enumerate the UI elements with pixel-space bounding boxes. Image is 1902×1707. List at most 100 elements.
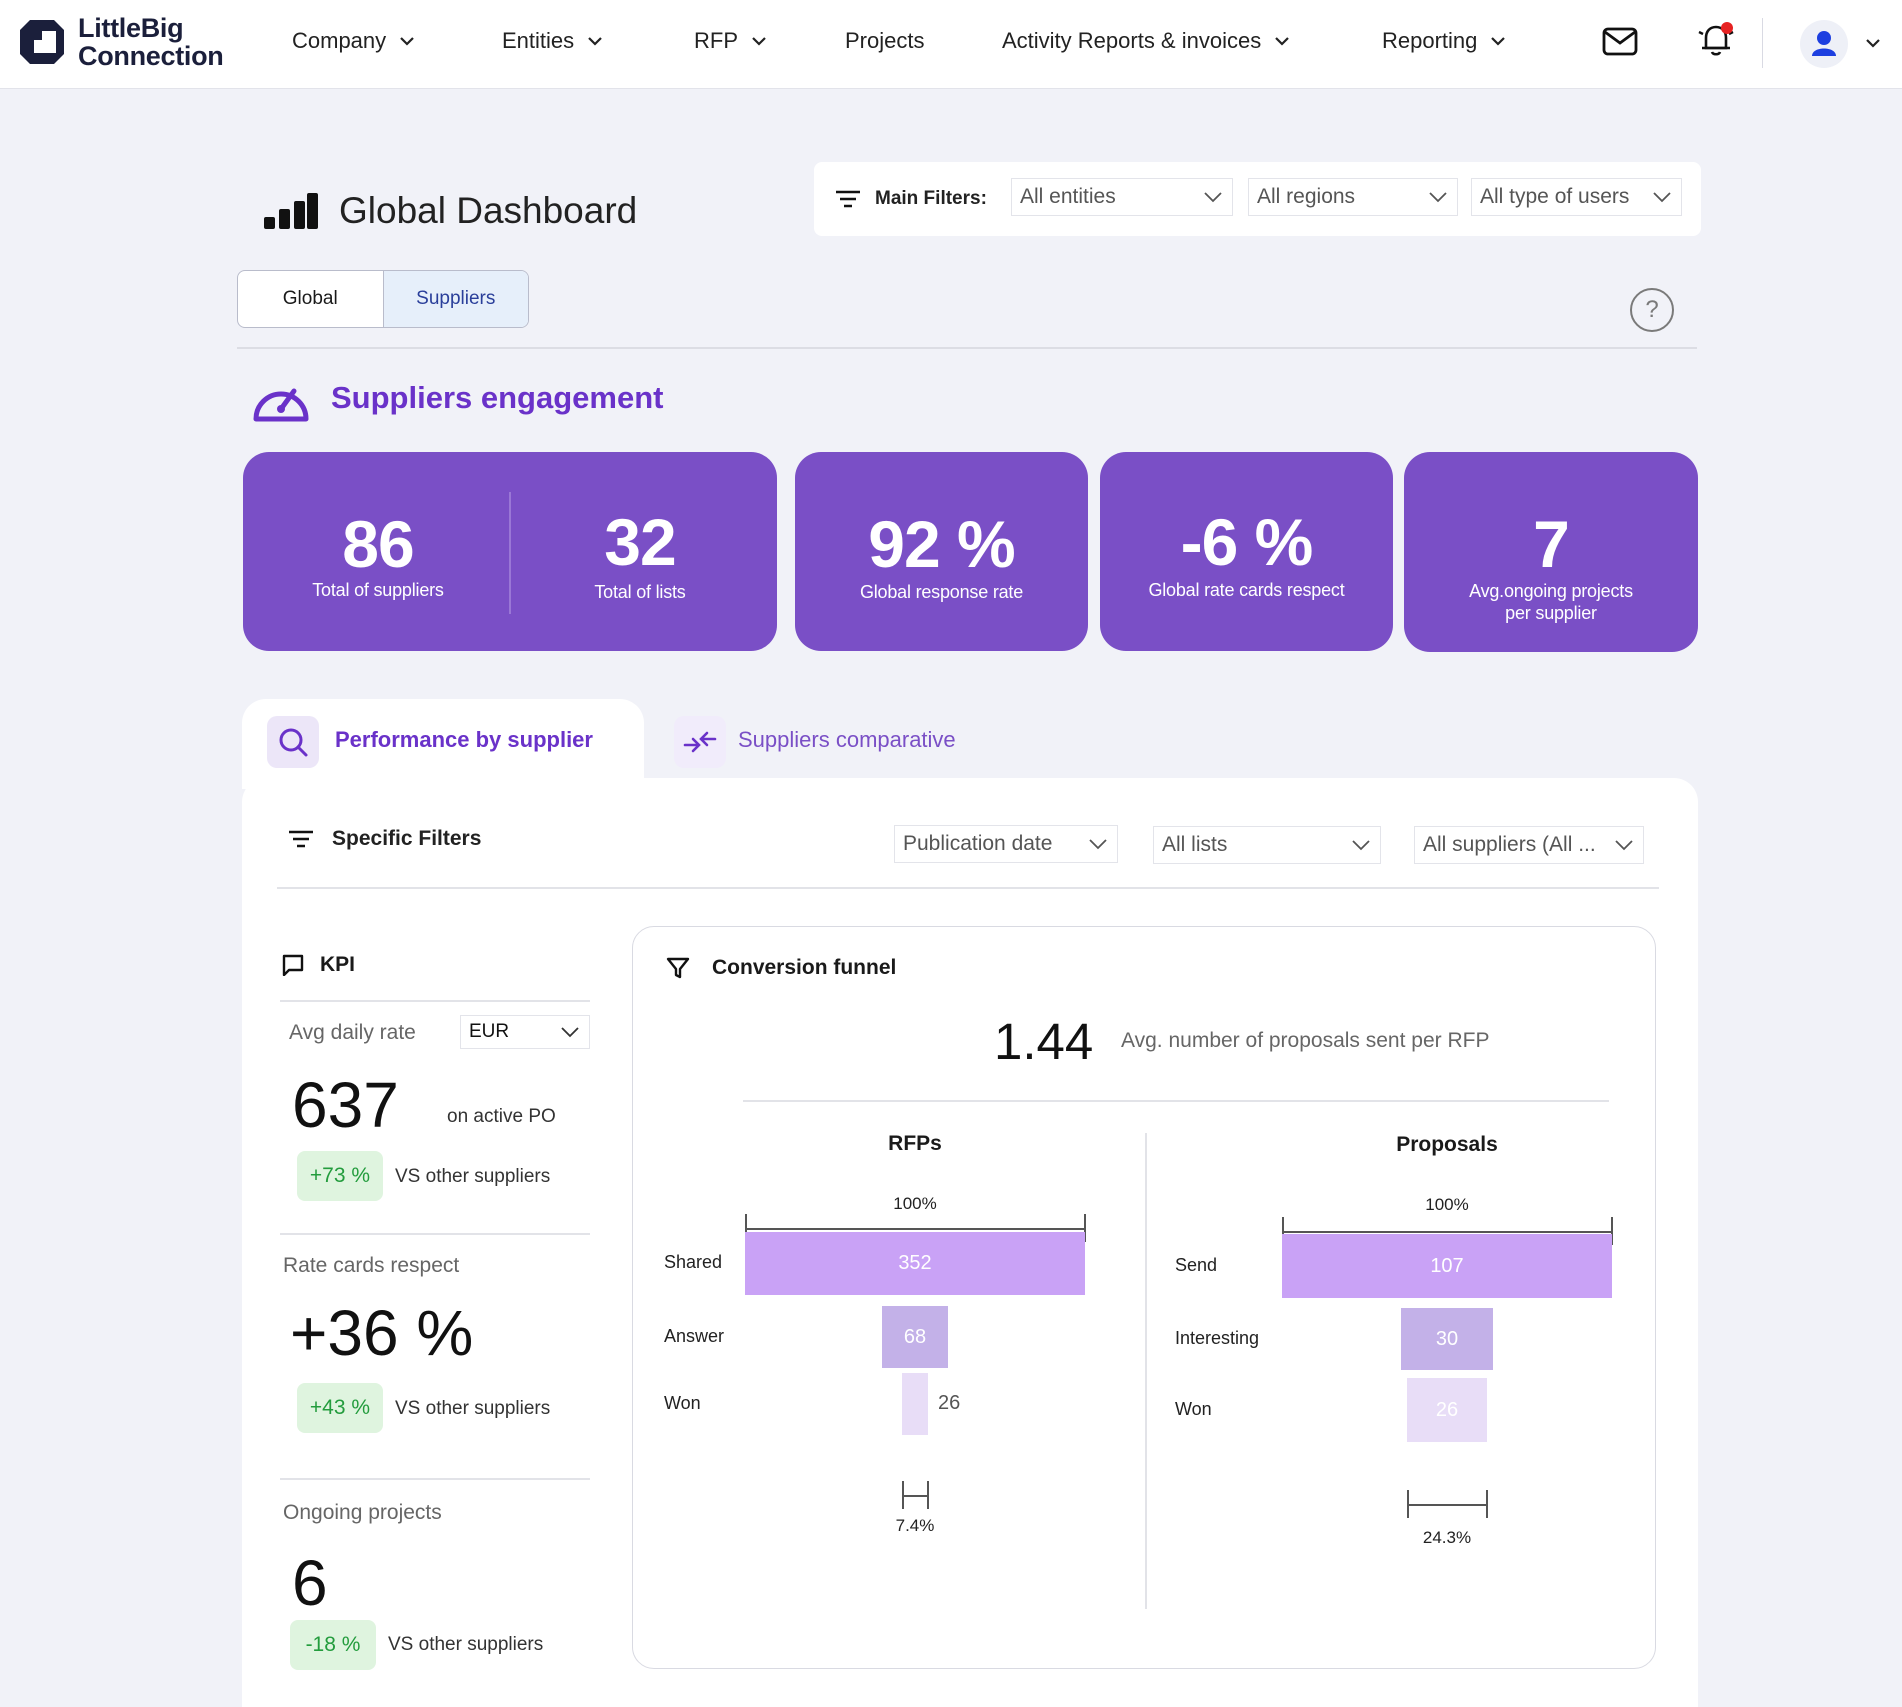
divider <box>237 347 1697 349</box>
proposals-top-bracket-tick-right <box>1611 1217 1613 1245</box>
ongoing-projects-vs: VS other suppliers <box>388 1634 544 1655</box>
proposals-bottom-percent: 24.3% <box>1422 1528 1472 1547</box>
publication-date-value: Publication date <box>903 832 1053 855</box>
nav-activity-reports[interactable]: Activity Reports & invoices <box>1002 28 1293 54</box>
proposals-top-bracket-tick-left <box>1282 1217 1284 1245</box>
avatar[interactable] <box>1800 20 1848 68</box>
user-types-select[interactable]: All type of users <box>1471 178 1682 216</box>
rfps-bottom-bracket-line <box>902 1495 928 1497</box>
rate-cards-label: Global rate cards respect <box>1148 580 1345 600</box>
avg-daily-rate-vs: VS other suppliers <box>395 1166 551 1187</box>
chevron-down-icon <box>1615 840 1633 851</box>
proposals-row-label: Send <box>1175 1255 1218 1275</box>
funnel-icon <box>666 957 690 979</box>
avg-daily-rate-suffix: on active PO <box>447 1106 556 1127</box>
proposals-top-bracket-line <box>1282 1231 1612 1233</box>
nav-rfp-label: RFP <box>694 28 738 53</box>
total-suppliers-value: 86 <box>342 507 414 581</box>
search-icon <box>279 728 308 757</box>
rfps-bar-answer[interactable]: 68 <box>882 1306 948 1368</box>
rfps-row-label: Won <box>664 1393 701 1413</box>
divider <box>743 1100 1609 1102</box>
specific-filters-text: Specific Filters <box>332 827 482 850</box>
logo-line-1: LittleBig <box>78 13 184 43</box>
logo-text[interactable]: LittleBig Connection <box>78 14 224 70</box>
nav-projects-label: Projects <box>845 28 925 53</box>
rfps-bar-value: 26 <box>938 1392 961 1414</box>
suppliers-select-value: All suppliers (All ... <box>1423 833 1596 856</box>
tab-comparative-label[interactable]: Suppliers comparative <box>738 727 956 752</box>
comment-icon <box>282 954 304 976</box>
dashboard-bars-icon <box>264 193 318 229</box>
nav-activity-reports-label: Activity Reports & invoices <box>1002 28 1262 53</box>
search-icon-box <box>267 716 319 768</box>
nav-company[interactable]: Company <box>292 28 418 54</box>
kpi-card-response-rate: 92 % Global response rate <box>795 452 1088 651</box>
chevron-down-icon <box>1275 37 1289 46</box>
help-button[interactable]: ? <box>1630 288 1674 332</box>
divider <box>277 887 1659 889</box>
lists-select[interactable]: All lists <box>1153 826 1381 864</box>
kpi-card-ongoing-projects: 7 Avg.ongoing projects per supplier <box>1404 452 1698 652</box>
rfps-bottom-bracket-tick-left <box>902 1481 904 1509</box>
card-divider <box>509 492 511 614</box>
chevron-down-icon <box>752 37 766 46</box>
currency-value: EUR <box>469 1021 510 1042</box>
rate-cards-value: -6 % <box>1180 505 1314 579</box>
nav-divider <box>1762 18 1763 68</box>
kpi-card-rate-cards: -6 % Global rate cards respect <box>1100 452 1393 651</box>
proposals-chart-title: Proposals <box>1396 1133 1498 1156</box>
conversion-funnel-title: Conversion funnel <box>712 956 897 979</box>
chevron-down-icon <box>561 1027 579 1038</box>
rfps-bottom-percent: 7.4% <box>895 1516 935 1535</box>
user-types-select-value: All type of users <box>1480 185 1630 208</box>
speedometer-icon <box>253 388 309 422</box>
ongoing-projects-value: 6 <box>292 1547 328 1619</box>
nav-entities[interactable]: Entities <box>502 28 606 54</box>
mail-icon[interactable] <box>1602 26 1638 58</box>
avg-proposals-label: Avg. number of proposals sent per RFP <box>1121 1029 1490 1052</box>
proposals-row-label: Won <box>1175 1399 1212 1419</box>
nav-reporting[interactable]: Reporting <box>1382 28 1509 54</box>
proposals-bar-interesting[interactable]: 30 <box>1401 1308 1493 1370</box>
ongoing-projects-label: Ongoing projects <box>283 1501 442 1524</box>
notification-bell-icon[interactable] <box>1696 20 1736 60</box>
rfps-top-bracket-tick-right <box>1084 1214 1086 1242</box>
proposals-top-percent: 100% <box>1425 1195 1469 1214</box>
avg-ongoing-value: 7 <box>1533 507 1570 581</box>
proposals-bar-won[interactable]: 26 <box>1407 1378 1487 1442</box>
nav-projects[interactable]: Projects <box>845 28 924 54</box>
rfps-bar-won[interactable] <box>902 1373 928 1435</box>
nav-rfp[interactable]: RFP <box>694 28 770 54</box>
kpi-card-suppliers-lists: 86 Total of suppliers 32 Total of lists <box>243 452 777 651</box>
currency-select[interactable]: EUR <box>460 1015 590 1049</box>
chevron-down-icon <box>400 37 414 46</box>
chevron-down-icon <box>1429 192 1447 203</box>
logo-line-2: Connection <box>78 41 224 71</box>
publication-date-select[interactable]: Publication date <box>894 825 1118 863</box>
user-icon <box>1812 31 1836 56</box>
rfps-top-bracket-line <box>745 1228 1085 1230</box>
nav-reporting-label: Reporting <box>1382 28 1478 53</box>
proposals-bar-send[interactable]: 107 <box>1282 1234 1612 1298</box>
avg-daily-rate-badge: +73 % <box>297 1151 383 1201</box>
proposals-row-label: Interesting <box>1175 1328 1260 1348</box>
rate-cards-respect-badge: +43 % <box>297 1383 383 1433</box>
rate-cards-respect-vs: VS other suppliers <box>395 1398 551 1419</box>
divider <box>280 1000 590 1002</box>
proposals-bottom-bracket-tick-right <box>1486 1490 1488 1518</box>
tab-performance-label[interactable]: Performance by supplier <box>335 727 593 752</box>
rfps-bottom-bracket-tick-right <box>927 1481 929 1509</box>
notification-dot <box>1721 22 1733 34</box>
regions-select[interactable]: All regions <box>1248 178 1458 216</box>
rfps-bar-shared[interactable]: 352 <box>745 1231 1085 1295</box>
chevron-down-icon <box>1491 37 1506 46</box>
entities-select[interactable]: All entities <box>1011 178 1233 216</box>
tab-suppliers[interactable]: Suppliers <box>382 271 528 327</box>
logo-icon[interactable] <box>18 18 66 66</box>
tab-global[interactable]: Global <box>282 288 338 309</box>
suppliers-select[interactable]: All suppliers (All ... <box>1414 826 1644 864</box>
chevron-down-icon[interactable] <box>1862 32 1884 54</box>
rfps-top-bracket-tick-left <box>745 1214 747 1242</box>
divider <box>280 1478 590 1480</box>
